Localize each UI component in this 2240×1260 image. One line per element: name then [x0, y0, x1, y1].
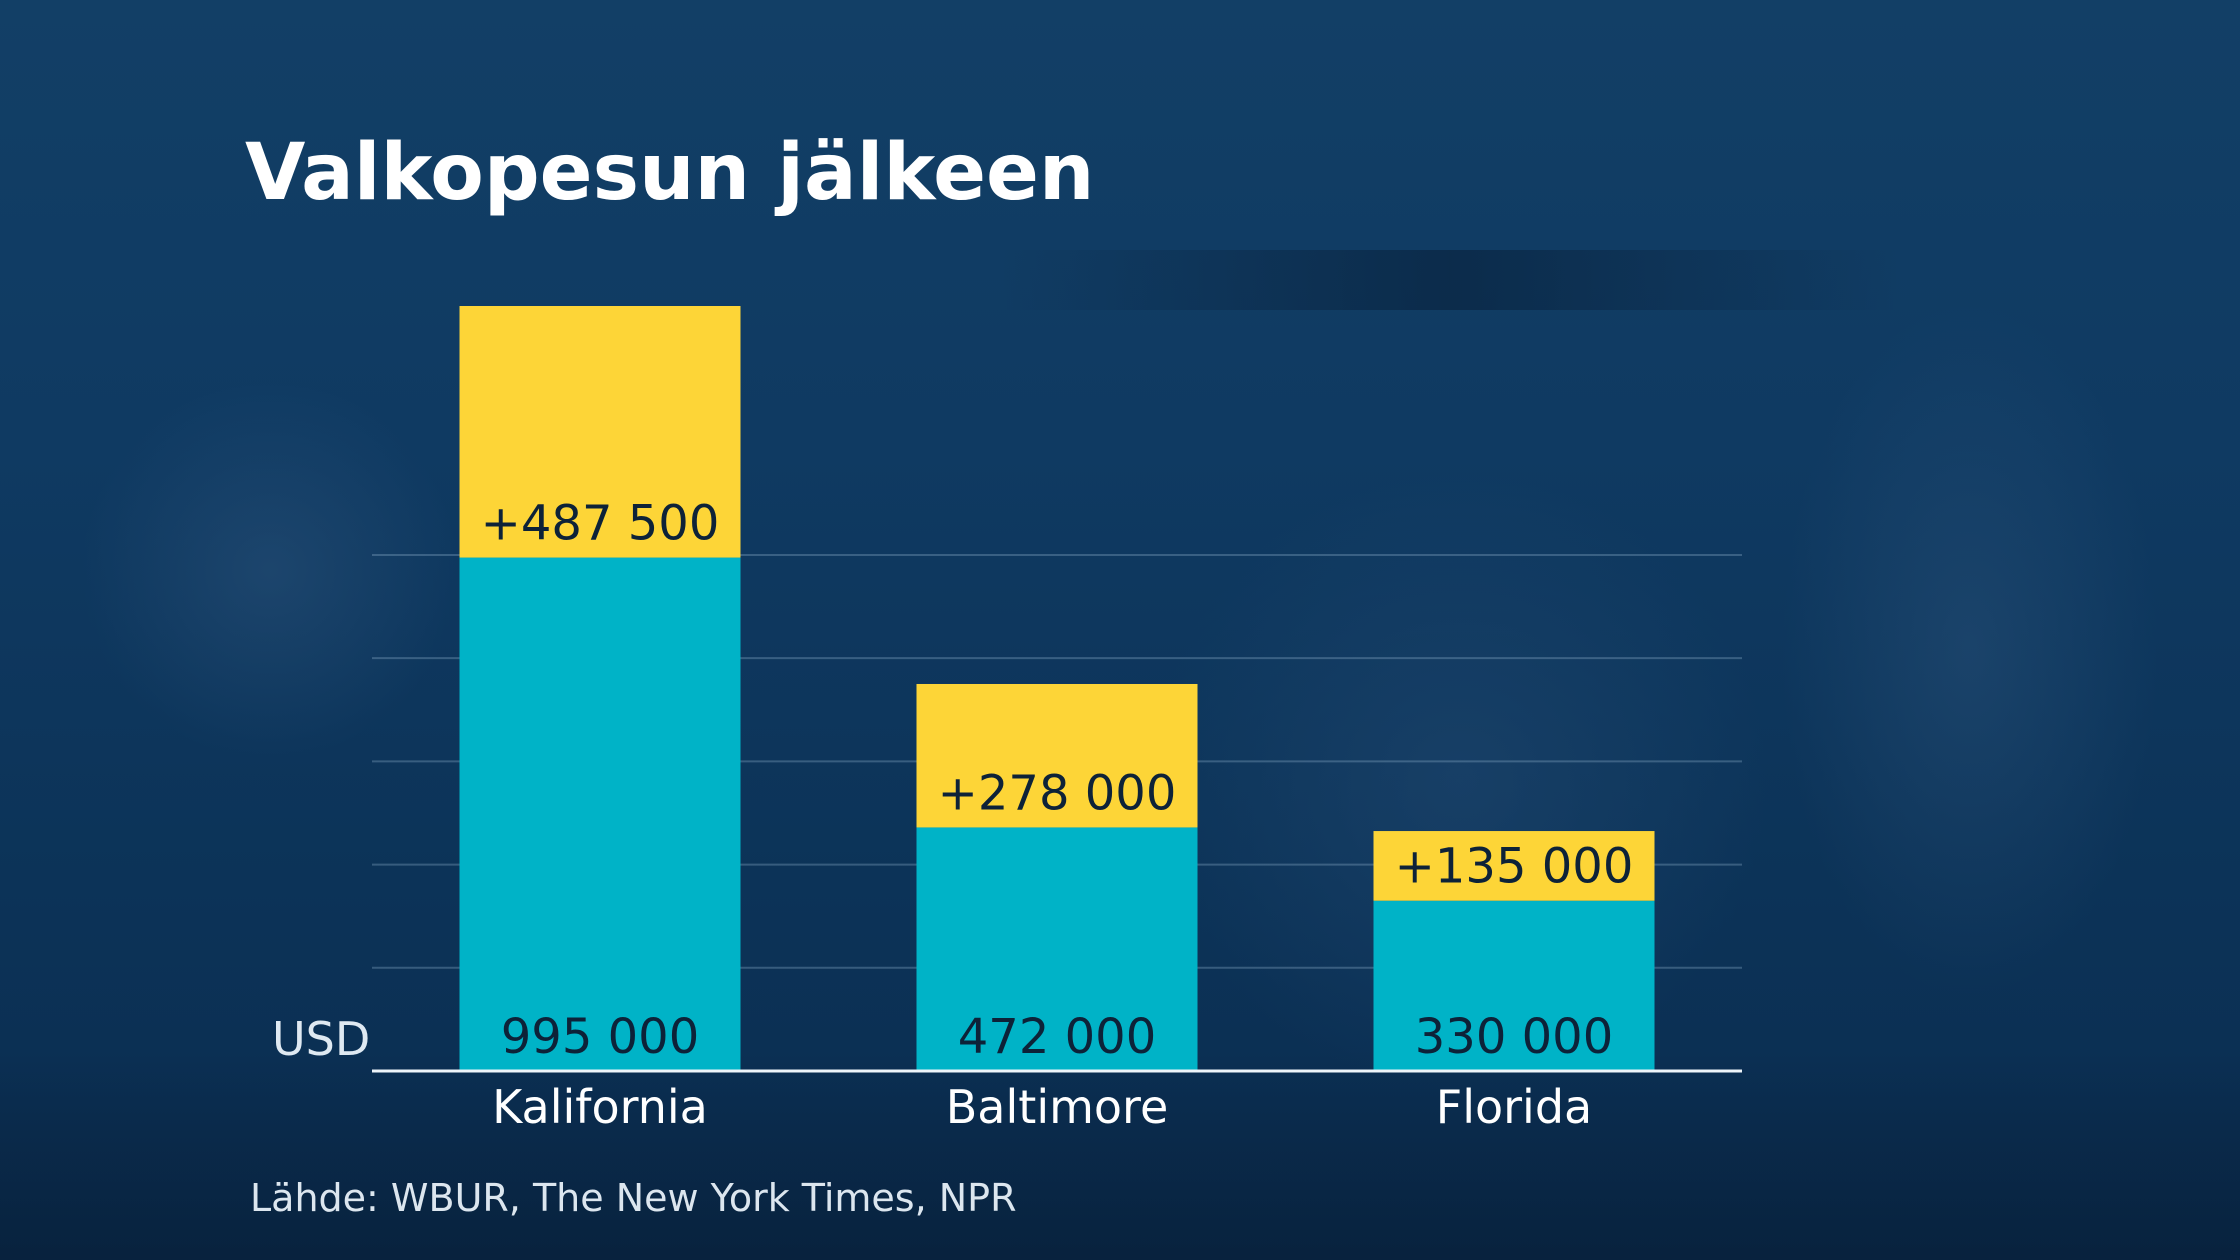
- data-label-base: 330 000: [1415, 1009, 1614, 1065]
- chart-title: Valkopesun jälkeen: [245, 128, 1095, 218]
- data-label-base: 995 000: [501, 1009, 700, 1065]
- x-tick-label: Florida: [1436, 1080, 1592, 1134]
- bar-increase-baltimore: [916, 683, 1198, 828]
- bar-increase-kalifornia: [459, 306, 741, 558]
- bar-base-florida: [1373, 900, 1655, 1071]
- x-tick-label: Baltimore: [946, 1080, 1169, 1134]
- data-label-base: 472 000: [958, 1009, 1157, 1065]
- data-label-increase: +487 500: [481, 496, 720, 552]
- data-label-increase: +278 000: [938, 765, 1177, 821]
- x-tick-label: Kalifornia: [492, 1080, 708, 1134]
- source-note: Lähde: WBUR, The New York Times, NPR: [250, 1176, 1017, 1220]
- y-unit-label: USD: [272, 1012, 371, 1066]
- data-label-increase: +135 000: [1395, 839, 1634, 895]
- bar-base-kalifornia: [459, 557, 741, 1071]
- bar-increase-florida: [1373, 831, 1655, 901]
- bar-base-baltimore: [916, 827, 1198, 1071]
